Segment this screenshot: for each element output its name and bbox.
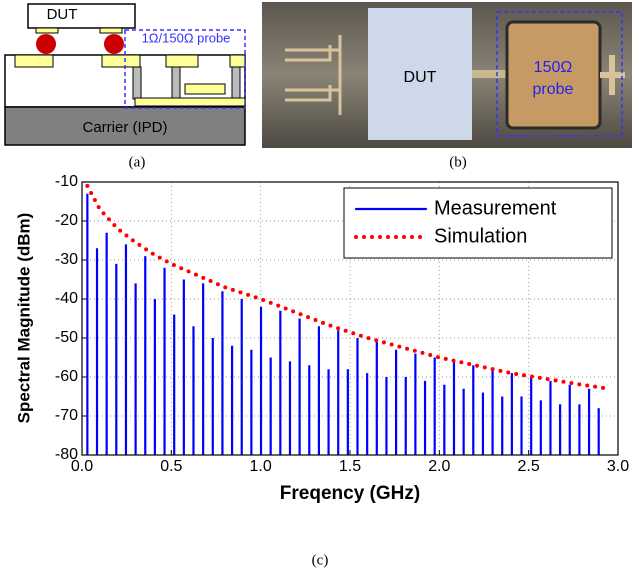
x-axis-label: Freqency (GHz)	[280, 483, 420, 504]
figure: DUT 1Ω/150Ω probe Carrier (IPD) (a) DUT …	[0, 0, 639, 575]
legend-label: Simulation	[434, 225, 527, 247]
x-tick-label: 1.5	[339, 458, 361, 475]
y-axis-label: Spectral Magnitude (dBm)	[14, 213, 33, 424]
x-tick-label: 0.5	[160, 458, 182, 475]
panel-a: DUT 1Ω/150Ω probe Carrier (IPD) (a)	[5, 4, 245, 170]
legend-label: Measurement	[434, 197, 557, 219]
y-tick-label: -70	[55, 407, 78, 424]
x-tick-label: 2.0	[428, 458, 450, 475]
dut-box	[28, 4, 135, 28]
via	[232, 67, 240, 99]
pad	[230, 55, 245, 67]
via	[172, 67, 180, 99]
probe-label: 1Ω/150Ω probe	[142, 30, 231, 45]
y-tick-label: -40	[55, 290, 78, 307]
panel-b: DUT 150Ω probe (b)	[262, 2, 632, 170]
caption: (c)	[312, 552, 329, 568]
dut-label: DUT	[404, 69, 437, 86]
y-tick-label: -80	[55, 446, 78, 463]
pad	[100, 28, 122, 33]
solder-ball	[104, 34, 124, 54]
via	[133, 67, 141, 99]
pad	[166, 55, 198, 67]
pad	[36, 28, 58, 33]
trace	[135, 98, 245, 106]
y-tick-label: -30	[55, 251, 78, 268]
pad	[15, 55, 53, 67]
probe-label: 150Ω	[534, 59, 573, 76]
probe-label: probe	[533, 81, 574, 98]
x-tick-label: 2.5	[518, 458, 540, 475]
chart: Spectral Magnitude (dBm) Freqency (GHz) …	[14, 173, 629, 568]
caption: (b)	[449, 154, 467, 170]
y-tick-label: -50	[55, 329, 78, 346]
page: DUT 1Ω/150Ω probe Carrier (IPD) (a) DUT …	[0, 0, 639, 575]
y-tick-label: -10	[55, 173, 78, 190]
pad	[102, 55, 140, 67]
resistor	[185, 84, 225, 94]
x-tick-label: 1.0	[250, 458, 272, 475]
carrier-label: Carrier (IPD)	[83, 119, 168, 136]
dut-label: DUT	[47, 6, 78, 23]
solder-ball	[36, 34, 56, 54]
caption: (a)	[129, 154, 146, 170]
y-tick-label: -60	[55, 368, 78, 385]
y-tick-label: -20	[55, 212, 78, 229]
x-tick-label: 3.0	[607, 458, 629, 475]
